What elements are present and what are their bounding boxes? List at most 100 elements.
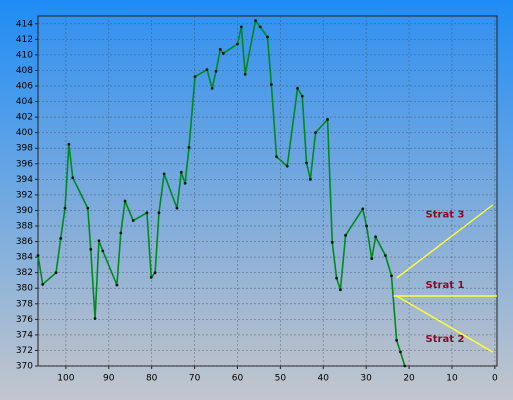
point-marker — [314, 131, 317, 135]
y-tick-label: 410 — [16, 50, 33, 60]
x-tick-label: 80 — [146, 374, 158, 384]
x-tick-label: 0 — [492, 374, 498, 384]
point-marker — [183, 181, 187, 185]
point-marker — [339, 288, 342, 292]
x-tick-label: 10 — [446, 374, 458, 384]
y-tick-label: 380 — [16, 284, 33, 294]
point-marker — [67, 142, 71, 146]
strategy-label: Strat 3 — [426, 209, 465, 220]
point-marker — [175, 206, 179, 210]
y-tick-label: 384 — [16, 253, 33, 263]
point-marker — [149, 275, 153, 279]
x-tick-label: 50 — [275, 374, 287, 384]
point-marker — [157, 211, 161, 215]
point-marker — [93, 317, 97, 320]
y-tick-label: 398 — [16, 144, 33, 154]
point-marker — [305, 161, 308, 165]
x-tick-label: 40 — [318, 374, 330, 384]
y-tick-label: 394 — [16, 175, 33, 185]
point-marker — [269, 83, 273, 86]
point-marker — [403, 364, 407, 368]
x-tick-label: 20 — [403, 374, 415, 384]
y-tick-label: 400 — [16, 128, 33, 138]
point-marker — [285, 164, 289, 168]
point-marker — [275, 155, 278, 159]
x-tick-label: 70 — [189, 374, 201, 384]
x-tick-label: 30 — [360, 374, 372, 384]
point-marker — [193, 75, 197, 79]
point-marker — [326, 118, 329, 121]
y-tick-label: 374 — [16, 330, 33, 340]
x-tick-label: 90 — [103, 374, 115, 384]
point-marker — [205, 68, 209, 72]
point-marker — [344, 233, 347, 237]
point-marker — [266, 35, 269, 39]
point-marker — [335, 276, 338, 280]
y-tick-label: 378 — [16, 299, 33, 309]
point-marker — [41, 282, 45, 286]
point-marker — [330, 240, 334, 244]
point-marker — [86, 206, 90, 210]
point-marker — [89, 247, 93, 251]
point-marker — [243, 72, 247, 76]
strategy-label: Strat 2 — [426, 334, 465, 345]
strategy-line — [396, 295, 494, 353]
point-marker — [97, 239, 101, 243]
point-marker — [63, 206, 67, 210]
point-marker — [145, 211, 149, 215]
point-marker — [131, 219, 135, 222]
point-marker — [119, 231, 123, 235]
y-tick-label: 414 — [16, 19, 33, 29]
point-marker — [71, 176, 75, 180]
y-tick-label: 404 — [16, 97, 33, 107]
point-marker — [258, 25, 262, 29]
point-marker — [300, 94, 304, 98]
point-marker — [218, 48, 222, 51]
y-tick-label: 386 — [16, 237, 33, 247]
y-tick-label: 382 — [16, 268, 33, 278]
x-tick-label: 60 — [232, 374, 244, 384]
y-tick-label: 376 — [16, 315, 33, 325]
point-marker — [162, 172, 166, 176]
point-marker — [308, 177, 312, 181]
y-tick-label: 408 — [16, 66, 33, 76]
point-marker — [54, 271, 58, 275]
y-tick-label: 388 — [16, 222, 33, 232]
point-marker — [115, 283, 119, 287]
strategy-line — [396, 204, 494, 279]
point-marker — [390, 274, 393, 278]
point-marker — [214, 69, 218, 73]
y-tick-label: 392 — [16, 190, 33, 200]
point-marker — [374, 235, 378, 239]
strategy-label: Strat 1 — [426, 280, 465, 291]
point-marker — [179, 170, 183, 174]
point-marker — [296, 86, 299, 90]
plot-area — [37, 15, 498, 367]
point-marker — [384, 254, 387, 257]
y-tick-label: 396 — [16, 159, 33, 169]
point-marker — [239, 25, 243, 29]
point-marker — [254, 19, 257, 23]
point-marker — [236, 42, 239, 46]
y-tick-label: 402 — [16, 113, 33, 123]
point-marker — [370, 257, 374, 261]
point-marker — [221, 51, 225, 55]
point-marker — [395, 338, 399, 342]
point-marker — [36, 254, 40, 257]
point-marker — [59, 237, 63, 240]
y-tick-label: 372 — [16, 346, 33, 356]
y-tick-label: 406 — [16, 82, 33, 92]
y-tick-label: 390 — [16, 206, 33, 216]
point-marker — [123, 199, 127, 203]
point-marker — [399, 350, 402, 354]
y-tick-label: 370 — [16, 362, 33, 372]
point-marker — [361, 207, 365, 211]
point-marker — [101, 249, 105, 253]
point-marker — [153, 271, 157, 275]
point-marker — [187, 146, 191, 149]
y-tick-label: 412 — [16, 35, 33, 45]
x-tick-label: 100 — [57, 374, 74, 384]
point-marker — [365, 224, 368, 228]
